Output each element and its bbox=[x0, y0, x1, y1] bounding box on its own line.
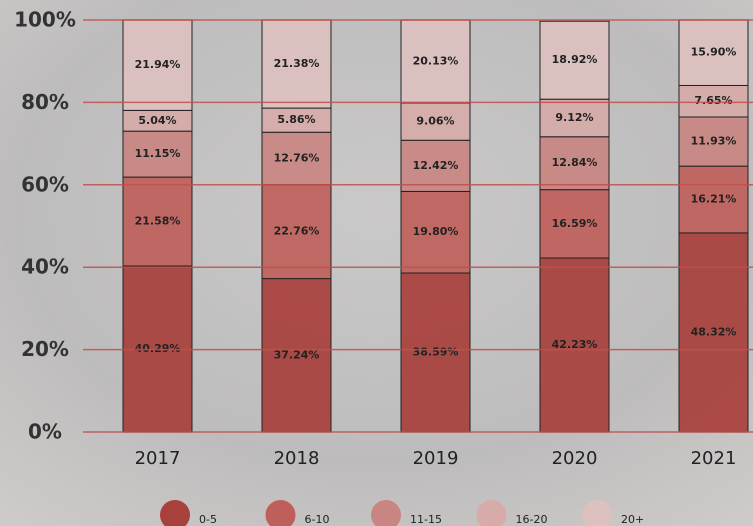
data-label: 12.84% bbox=[552, 156, 598, 169]
x-tick-label: 2018 bbox=[274, 448, 320, 469]
y-tick-label: 40% bbox=[21, 255, 69, 279]
data-label: 40.29% bbox=[135, 342, 181, 355]
bar-segment bbox=[539, 189, 610, 259]
data-label: 19.80% bbox=[413, 225, 459, 238]
bar-segment bbox=[122, 130, 193, 178]
bar-segment bbox=[539, 98, 610, 138]
y-tick-label: 0% bbox=[28, 420, 62, 444]
data-label: 21.94% bbox=[135, 58, 181, 71]
data-label: 22.76% bbox=[274, 225, 320, 238]
bar-segment bbox=[678, 19, 749, 86]
legend-label: 16-20 bbox=[516, 513, 548, 526]
legend-label: 6-10 bbox=[305, 513, 330, 526]
data-label: 20.13% bbox=[413, 54, 459, 67]
bar-segment bbox=[539, 136, 610, 191]
x-tick-label: 2020 bbox=[552, 448, 598, 469]
x-tick-label: 2021 bbox=[691, 448, 737, 469]
data-label: 11.93% bbox=[691, 135, 737, 148]
x-tick-label: 2019 bbox=[413, 448, 459, 469]
y-tick-label: 100% bbox=[14, 8, 76, 32]
legend-marker bbox=[160, 500, 190, 526]
data-label: 12.42% bbox=[413, 159, 459, 172]
bar-segment bbox=[261, 278, 332, 433]
data-label: 5.86% bbox=[277, 113, 315, 126]
data-label: 16.59% bbox=[552, 217, 598, 230]
legend-label: 0-5 bbox=[199, 513, 217, 526]
data-label: 15.90% bbox=[691, 46, 737, 59]
data-label: 21.58% bbox=[135, 215, 181, 228]
legend-marker bbox=[476, 500, 507, 526]
bar-segment bbox=[678, 165, 749, 234]
bar-segment bbox=[261, 184, 332, 280]
y-tick-label: 20% bbox=[21, 337, 69, 361]
data-label: 18.92% bbox=[552, 53, 598, 66]
y-tick-label: 60% bbox=[21, 172, 69, 196]
legend-marker bbox=[582, 500, 612, 526]
bar-segment bbox=[539, 257, 610, 433]
bar-segment bbox=[678, 116, 749, 167]
data-label: 48.32% bbox=[691, 325, 737, 338]
data-label: 12.76% bbox=[274, 152, 320, 165]
bar-segment bbox=[678, 232, 749, 433]
legend-marker bbox=[265, 500, 296, 526]
legend-label: 20+ bbox=[621, 513, 644, 526]
bar-segment bbox=[261, 107, 332, 133]
bar-segment bbox=[400, 102, 471, 141]
data-label: 9.12% bbox=[555, 111, 593, 124]
bar-segment bbox=[261, 19, 332, 109]
data-label: 9.06% bbox=[416, 115, 454, 128]
data-label: 21.38% bbox=[274, 57, 320, 70]
x-tick-label: 2017 bbox=[135, 448, 181, 469]
legend-marker bbox=[371, 500, 401, 526]
data-label: 42.23% bbox=[552, 338, 598, 351]
y-tick-label: 80% bbox=[21, 90, 69, 114]
legend-label: 11-15 bbox=[410, 513, 442, 526]
data-label: 37.24% bbox=[274, 348, 320, 361]
data-label: 16.21% bbox=[691, 193, 737, 206]
data-label: 11.15% bbox=[135, 147, 181, 160]
data-label: 5.04% bbox=[138, 114, 176, 127]
data-label: 7.65% bbox=[694, 94, 732, 107]
bar-segment bbox=[539, 20, 610, 100]
data-label: 38.59% bbox=[413, 346, 459, 359]
bar-segment bbox=[400, 190, 471, 274]
bar-segment bbox=[400, 139, 471, 192]
